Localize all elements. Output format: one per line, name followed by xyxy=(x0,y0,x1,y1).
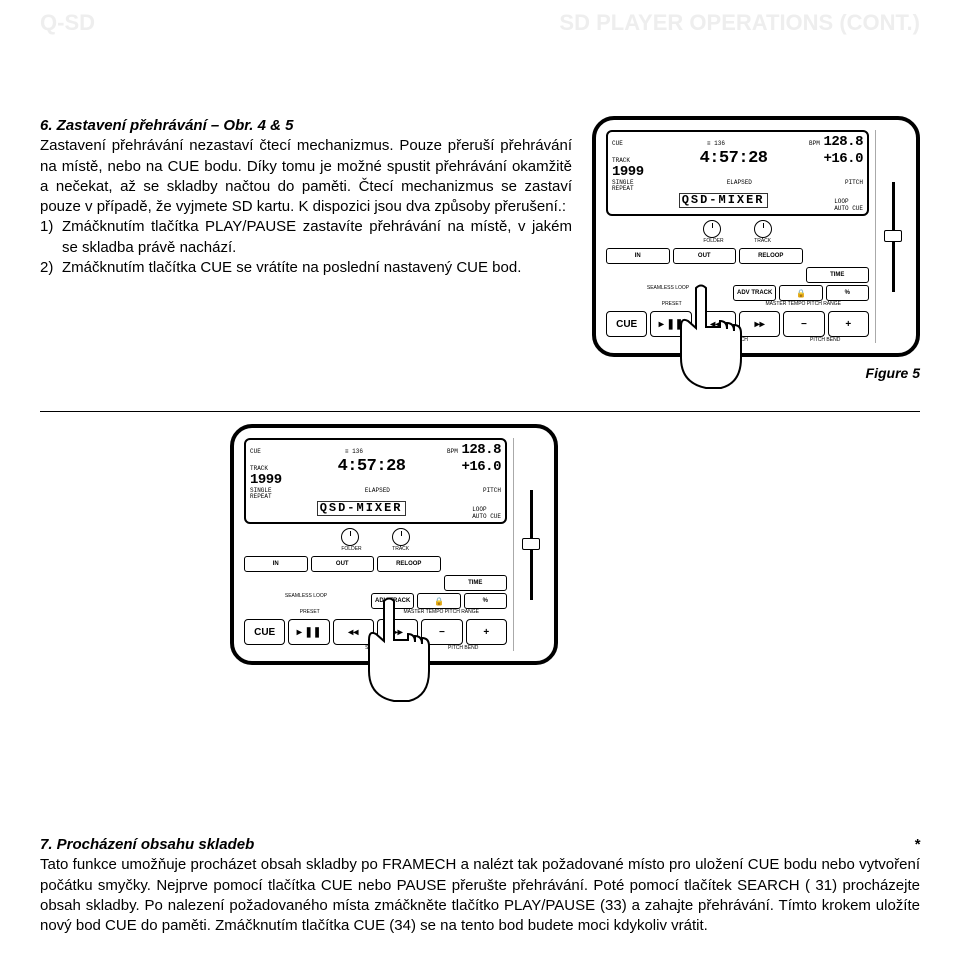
li2-num: 2) xyxy=(40,258,62,278)
folder-label: FOLDER xyxy=(703,238,723,244)
lcd-name: QSD-MIXER xyxy=(679,193,768,208)
section7-text: 7. Procházení obsahu skladeb * Tato funk… xyxy=(40,835,920,936)
cue-button-2[interactable]: CUE xyxy=(244,619,285,645)
folder-knob-2[interactable] xyxy=(341,528,359,546)
lcd2-bpm: BPM 128.8 xyxy=(447,443,501,458)
search-label-2: SEARCH xyxy=(332,645,420,651)
section7-title: 7. Procházení obsahu skladeb xyxy=(40,835,254,855)
figure5-caption: Figure 5 xyxy=(592,365,920,381)
lcd-display-2: CUE ≡ 136 BPM 128.8 TRACK1999 4:57:28 +1… xyxy=(244,438,507,524)
pitchbend-label: PITCH BEND xyxy=(781,337,869,343)
track-label: TRACK xyxy=(754,238,772,244)
lcd-pitch-lbl: PITCH xyxy=(845,180,863,186)
lcd-display: CUE ≡ 136 BPM 128.8 TRACK1999 4:57:28 +1… xyxy=(606,130,869,216)
device-figure-5: CUE ≡ 136 BPM 128.8 TRACK1999 4:57:28 +1… xyxy=(592,116,920,357)
master-label: MASTER TEMPO PITCH RANGE xyxy=(738,301,870,307)
li2-text: Zmáčknutím tlačítka CUE se vrátíte na po… xyxy=(62,258,572,278)
pct-button[interactable]: % xyxy=(826,285,869,301)
section7-star: * xyxy=(914,835,920,855)
lcd-pitch: +16.0 xyxy=(823,152,863,167)
next-button[interactable]: ▸▸ xyxy=(739,311,780,337)
lcd-time: 4:57:28 xyxy=(700,150,768,168)
lcd2-cue: CUE xyxy=(250,449,261,455)
in-button-2[interactable]: IN xyxy=(244,556,308,572)
track-label-2: TRACK xyxy=(392,546,410,552)
minus-button-2[interactable]: − xyxy=(421,619,462,645)
time-button-2[interactable]: TIME xyxy=(444,575,508,591)
preset-label: PRESET xyxy=(606,301,738,307)
lcd2-name: QSD-MIXER xyxy=(317,501,406,516)
master-label-2: MASTER TEMPO PITCH RANGE xyxy=(376,609,508,615)
lcd2-track-num: 1999 xyxy=(250,472,282,488)
lcd-autocue: AUTO CUE xyxy=(834,205,863,212)
reloop-button-2[interactable]: RELOOP xyxy=(377,556,441,572)
lcd-bars: ≡ 136 xyxy=(707,141,725,147)
time-button[interactable]: TIME xyxy=(806,267,870,283)
adv-track-button[interactable]: ADV TRACK xyxy=(733,285,776,301)
lcd2-pitch-lbl: PITCH xyxy=(483,488,501,494)
out-button[interactable]: OUT xyxy=(673,248,737,264)
lcd-repeat: REPEAT xyxy=(612,185,634,192)
folder-label-2: FOLDER xyxy=(341,546,361,552)
section6-title: 6. Zastavení přehrávání – Obr. 4 & 5 xyxy=(40,116,572,136)
lcd2-bars: ≡ 136 xyxy=(345,449,363,455)
pct-button-2[interactable]: % xyxy=(464,593,507,609)
out-button-2[interactable]: OUT xyxy=(311,556,375,572)
lcd2-elapsed: ELAPSED xyxy=(365,488,390,494)
lcd2-autocue: AUTO CUE xyxy=(472,513,501,520)
lcd-track-num: 1999 xyxy=(612,164,644,180)
lcd2-repeat: REPEAT xyxy=(250,493,272,500)
lcd-elapsed: ELAPSED xyxy=(727,180,752,186)
play-pause-button-2[interactable]: ▸ ❚❚ xyxy=(288,619,329,645)
adv-track-button-2[interactable]: ADV TRACK xyxy=(371,593,414,609)
header-right: SD PLAYER OPERATIONS (CONT.) xyxy=(559,10,920,36)
li1-num: 1) xyxy=(40,217,62,258)
plus-button-2[interactable]: + xyxy=(466,619,507,645)
lock-button-2[interactable]: 🔒 xyxy=(417,593,460,609)
pitch-slider[interactable] xyxy=(892,182,895,292)
lcd2-time: 4:57:28 xyxy=(338,458,406,476)
seamless-label: SEAMLESS LOOP xyxy=(606,285,730,291)
lcd-cue: CUE xyxy=(612,141,623,147)
play-pause-button[interactable]: ▸ ❚❚ xyxy=(650,311,691,337)
section7-body: Tato funkce umožňuje procházet obsah skl… xyxy=(40,855,920,936)
pitchbend-label-2: PITCH BEND xyxy=(419,645,507,651)
track-knob[interactable] xyxy=(754,220,772,238)
seamless-label-2: SEAMLESS LOOP xyxy=(244,593,368,599)
lcd2-pitch: +16.0 xyxy=(461,460,501,475)
device-figure-mid: CUE ≡ 136 BPM 128.8 TRACK1999 4:57:28 +1… xyxy=(230,424,558,665)
section6-text: 6. Zastavení přehrávání – Obr. 4 & 5 Zas… xyxy=(40,116,572,381)
track-knob-2[interactable] xyxy=(392,528,410,546)
pitch-slider-2[interactable] xyxy=(530,490,533,600)
lock-button[interactable]: 🔒 xyxy=(779,285,822,301)
lcd-track-lbl: TRACK xyxy=(612,157,630,164)
header-left: Q-SD xyxy=(40,10,95,36)
preset-label-2: PRESET xyxy=(244,609,376,615)
lcd2-track-lbl: TRACK xyxy=(250,465,268,472)
search-label: SEARCH xyxy=(694,337,782,343)
prev-button-2[interactable]: ◂◂ xyxy=(333,619,374,645)
cue-button[interactable]: CUE xyxy=(606,311,647,337)
minus-button[interactable]: − xyxy=(783,311,824,337)
li1-text: Zmáčknutím tlačítka PLAY/PAUSE zastavíte… xyxy=(62,217,572,258)
lcd-bpm-lbl: BPM 128.8 xyxy=(809,135,863,150)
prev-button[interactable]: ◂◂ xyxy=(695,311,736,337)
section6-p1: Zastavení přehrávání nezastaví čtecí mec… xyxy=(40,136,572,217)
plus-button[interactable]: + xyxy=(828,311,869,337)
in-button[interactable]: IN xyxy=(606,248,670,264)
folder-knob[interactable] xyxy=(703,220,721,238)
next-button-2[interactable]: ▸▸ xyxy=(377,619,418,645)
reloop-button[interactable]: RELOOP xyxy=(739,248,803,264)
